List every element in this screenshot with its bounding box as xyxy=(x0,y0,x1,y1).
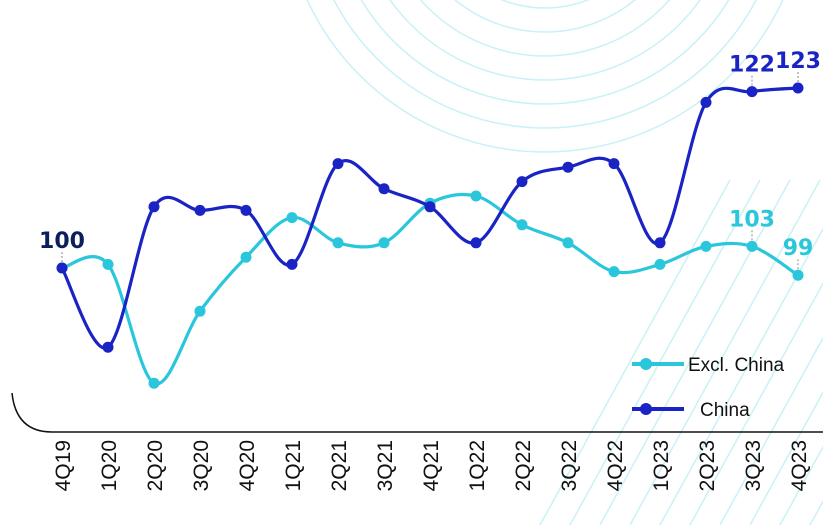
x-tick-label: 3Q20 xyxy=(190,440,213,491)
point-china-1Q22 xyxy=(470,237,482,249)
x-tick-label: 4Q22 xyxy=(604,440,627,491)
data-label-layer: 103 99 100 122 123 xyxy=(39,49,821,270)
point-china-1Q23 xyxy=(654,237,666,249)
x-tick-label: 4Q20 xyxy=(236,440,259,491)
background-arc xyxy=(500,0,590,9)
point-excl-china-2Q22 xyxy=(516,219,528,231)
point-excl-china-2Q23 xyxy=(700,240,712,252)
point-china-3Q21 xyxy=(378,183,390,195)
background-stripe xyxy=(569,179,761,525)
point-china-2Q21 xyxy=(332,158,344,170)
point-china-4Q20 xyxy=(240,204,252,216)
point-china-1Q20 xyxy=(102,341,114,353)
point-excl-china-1Q23 xyxy=(654,258,666,270)
legend-label-china: China xyxy=(700,400,750,421)
data-label-4Q23: 99 xyxy=(783,236,814,261)
background-arc xyxy=(306,0,784,153)
data-label-3Q23: 122 xyxy=(729,53,775,78)
legend-item-excl-china: Excl. China xyxy=(632,355,785,376)
point-excl-china-4Q20 xyxy=(240,251,252,263)
point-china-4Q22 xyxy=(608,158,620,170)
legend-item-china: China xyxy=(632,400,750,421)
background-stripe xyxy=(629,179,821,525)
point-excl-china-3Q20 xyxy=(194,305,206,317)
background-arc xyxy=(454,0,636,33)
background-decoration xyxy=(306,0,823,525)
point-china-4Q21 xyxy=(424,201,436,213)
x-tick-label: 4Q21 xyxy=(420,440,443,491)
background-arc xyxy=(360,0,730,105)
point-excl-china-2Q21 xyxy=(332,237,344,249)
x-axis-ticks: 4Q19 1Q20 2Q20 3Q20 4Q20 1Q21 2Q21 3Q21 4Q21 1Q22… xyxy=(52,440,811,491)
series-line-china xyxy=(60,86,799,350)
x-tick-label: 2Q22 xyxy=(512,440,535,491)
data-label-4Q19: 100 xyxy=(39,229,85,254)
point-excl-china-1Q21 xyxy=(286,212,298,224)
point-excl-china-4Q23 xyxy=(792,269,804,281)
data-label-3Q23: 103 xyxy=(729,207,775,232)
x-tick-label: 2Q20 xyxy=(144,440,167,491)
axis-baseline xyxy=(11,392,823,433)
x-tick-label: 4Q23 xyxy=(788,440,811,491)
point-china-3Q23 xyxy=(746,86,758,98)
background-stripe xyxy=(719,336,823,525)
x-tick-label: 4Q19 xyxy=(52,440,75,491)
point-china-2Q22 xyxy=(516,176,528,188)
background-arc xyxy=(389,0,701,81)
x-tick-label: 3Q22 xyxy=(558,440,581,491)
background-stripe xyxy=(539,179,731,525)
x-tick-label: 3Q23 xyxy=(742,440,765,491)
x-tick-label: 1Q22 xyxy=(466,440,489,491)
legend-marker-excl-china xyxy=(640,358,652,370)
point-china-1Q21 xyxy=(286,258,298,270)
point-excl-china-3Q23 xyxy=(746,240,758,252)
x-tick-label: 1Q21 xyxy=(282,440,305,491)
background-arc xyxy=(419,0,671,57)
legend-label-excl-china: Excl. China xyxy=(688,355,785,376)
point-china-4Q19 xyxy=(56,262,68,274)
background-stripe xyxy=(599,179,791,525)
point-china-2Q20 xyxy=(148,201,160,213)
x-tick-label: 1Q23 xyxy=(650,440,673,491)
background-arc xyxy=(333,0,757,129)
x-tick-label: 3Q21 xyxy=(374,440,397,491)
x-tick-label: 1Q20 xyxy=(98,440,121,491)
point-excl-china-4Q22 xyxy=(608,266,620,278)
point-excl-china-1Q20 xyxy=(102,258,114,270)
point-china-2Q23 xyxy=(700,96,712,108)
point-excl-china-3Q22 xyxy=(562,237,574,249)
background-stripe xyxy=(779,445,823,525)
point-china-4Q23 xyxy=(792,82,804,94)
background-stripe xyxy=(659,227,823,525)
point-china-3Q22 xyxy=(562,161,574,173)
point-excl-china-2Q20 xyxy=(148,377,160,389)
legend-marker-china xyxy=(640,403,652,415)
legend: Excl. China China xyxy=(632,355,785,421)
background-stripe xyxy=(689,281,823,525)
x-tick-label: 2Q23 xyxy=(696,440,719,491)
data-label-4Q23: 123 xyxy=(775,49,821,74)
series-layer xyxy=(56,82,804,389)
point-excl-china-1Q22 xyxy=(470,190,482,202)
x-tick-label: 2Q21 xyxy=(328,440,351,491)
point-china-3Q20 xyxy=(194,204,206,216)
point-excl-china-3Q21 xyxy=(378,237,390,249)
background-stripe xyxy=(749,390,823,525)
